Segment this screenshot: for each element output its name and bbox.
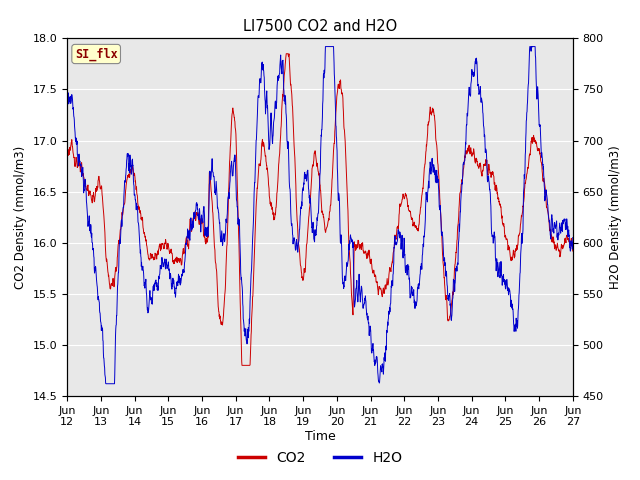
Legend: CO2, H2O: CO2, H2O <box>232 445 408 471</box>
Y-axis label: CO2 Density (mmol/m3): CO2 Density (mmol/m3) <box>14 145 27 289</box>
Text: SI_flx: SI_flx <box>75 48 118 60</box>
X-axis label: Time: Time <box>305 430 335 443</box>
Y-axis label: H2O Density (mmol/m3): H2O Density (mmol/m3) <box>609 145 622 289</box>
Title: LI7500 CO2 and H2O: LI7500 CO2 and H2O <box>243 20 397 35</box>
